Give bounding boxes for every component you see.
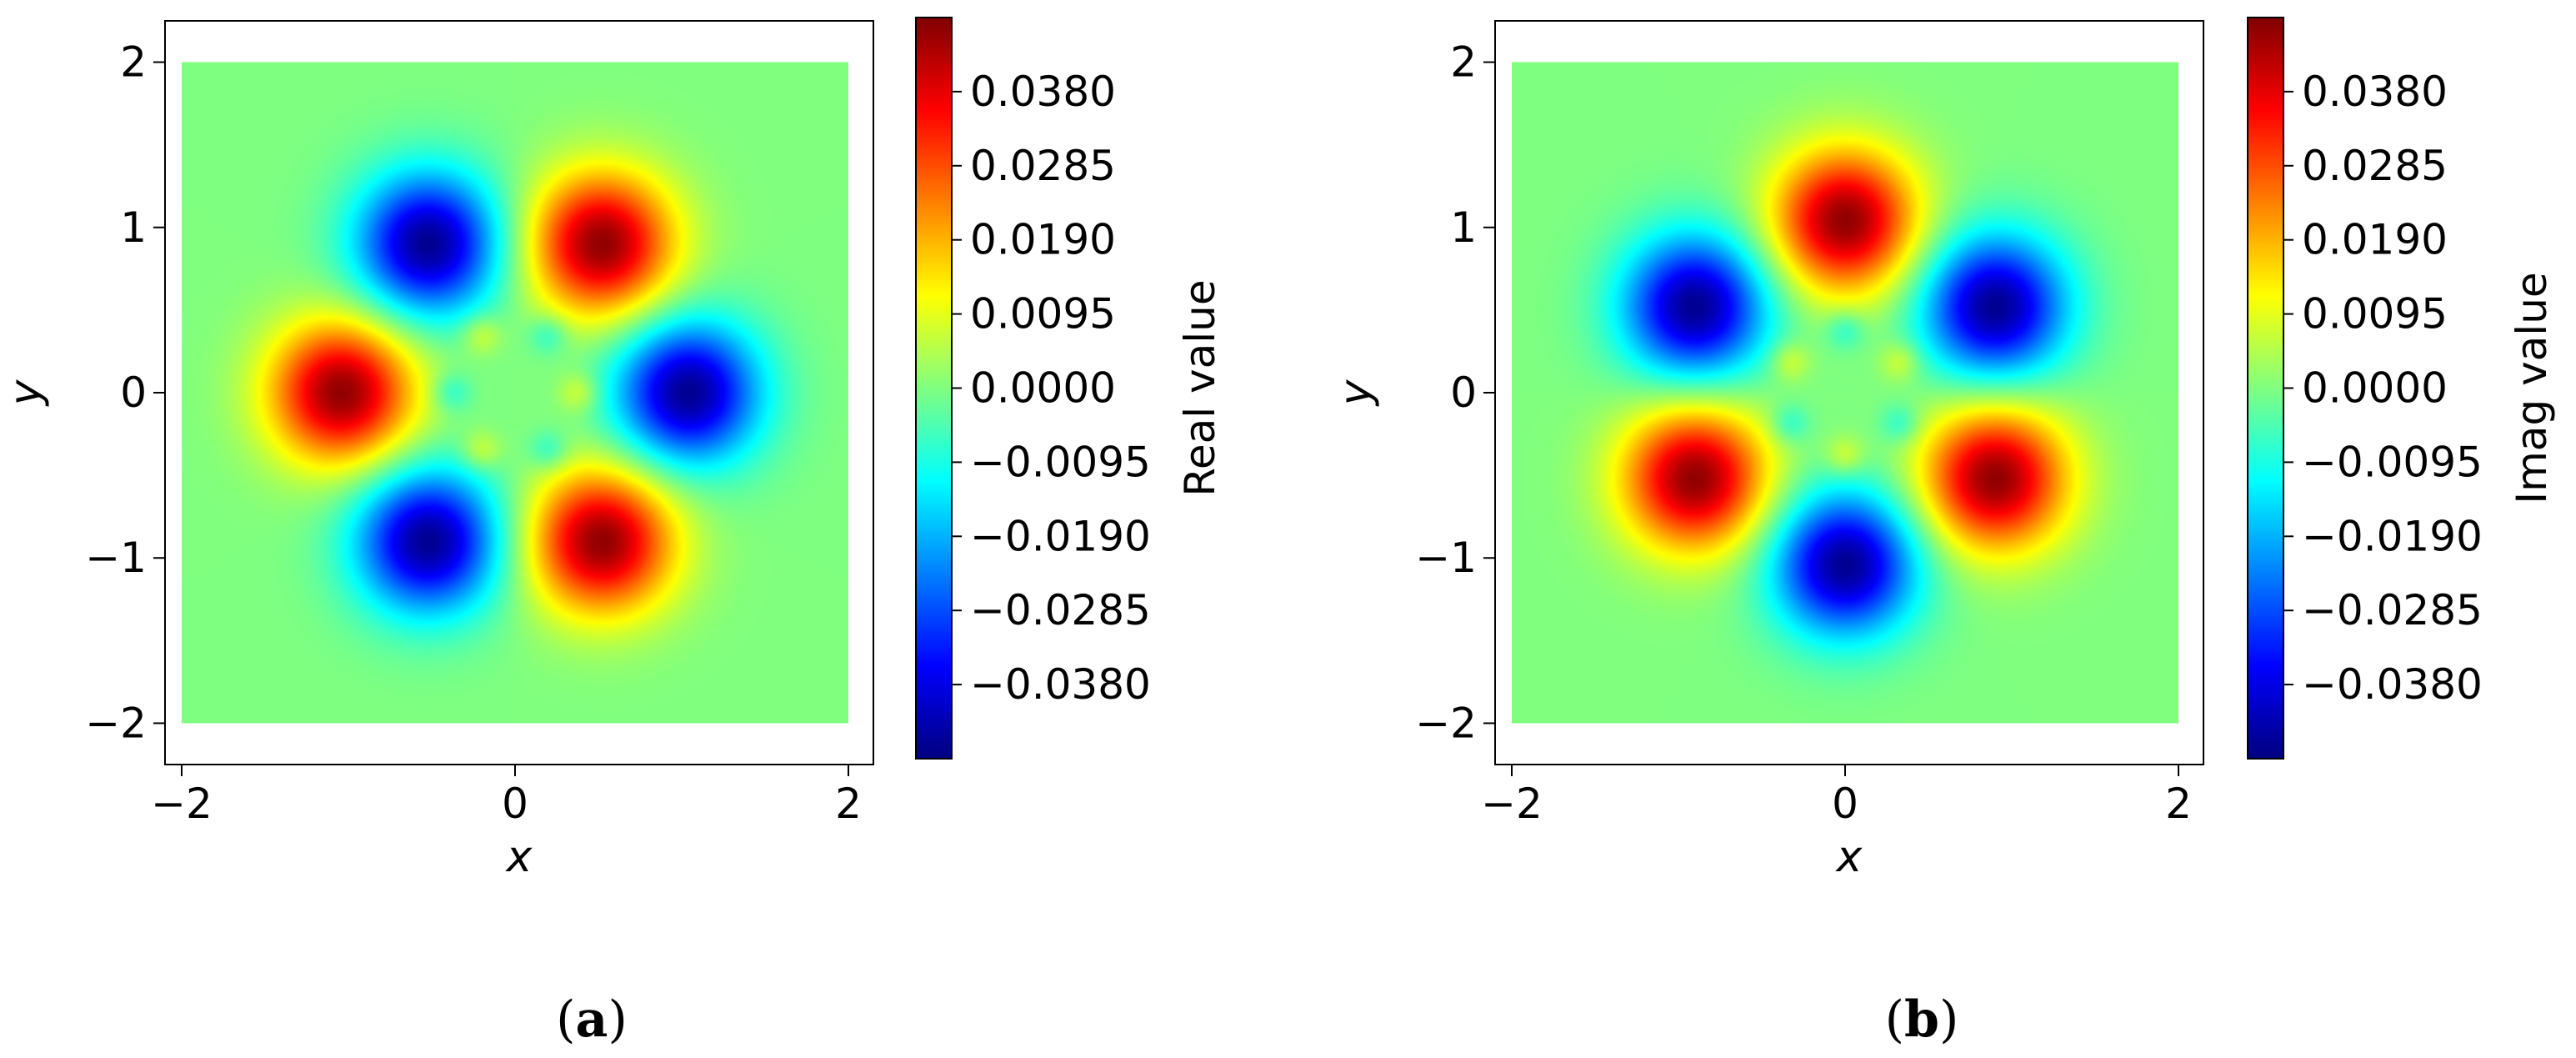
colorbar-tick-label: −0.0095 xyxy=(2302,438,2483,486)
colorbar-tick-label: −0.0380 xyxy=(970,660,1151,709)
colorbar-tick-label: −0.0190 xyxy=(2302,512,2483,560)
y-axis-label: y xyxy=(1,379,51,407)
y-tick-label: 2 xyxy=(120,38,147,87)
x-tick-label: 2 xyxy=(835,780,862,828)
x-tick-label: −2 xyxy=(1481,780,1543,828)
y-tick-label: 0 xyxy=(120,369,147,417)
caption-b-open: ( xyxy=(1884,990,1905,1049)
colorbar-tick-label: 0.0000 xyxy=(970,364,1116,413)
x-axis-label: x xyxy=(505,832,533,882)
colorbar-b xyxy=(2247,17,2284,760)
heatmap-b xyxy=(1512,62,2178,724)
y-tick-label: −1 xyxy=(1415,534,1477,582)
colorbar-a xyxy=(915,17,953,760)
x-axis-label: x xyxy=(1835,832,1863,882)
x-tick-label: 0 xyxy=(502,780,528,828)
panel-b: −2 0 2 2 1 0 −1 −2 x y 0.0380 0.0285 0.0190 0.0095 0.0… xyxy=(1331,17,2556,882)
panel-b-caption: (b) xyxy=(1885,990,1959,1049)
y-tick-label: −2 xyxy=(85,699,147,747)
y-tick-label: 2 xyxy=(1450,38,1477,87)
x-tick-label: −2 xyxy=(151,780,213,828)
heatmap-a xyxy=(182,62,848,724)
y-tick-label: 1 xyxy=(1450,203,1477,252)
panel-a-caption: (a) xyxy=(556,990,628,1049)
colorbar-label: Imag value xyxy=(2508,272,2556,504)
colorbar-tick-label: 0.0380 xyxy=(970,68,1116,116)
x-tick-label: 2 xyxy=(2165,780,2192,828)
caption-b-close: ) xyxy=(1938,990,1959,1049)
colorbar-tick-label: 0.0285 xyxy=(970,142,1116,190)
x-tick-label: 0 xyxy=(1832,780,1858,828)
colorbar-tick-label: −0.0095 xyxy=(970,438,1151,486)
colorbar-tick-label: −0.0380 xyxy=(2302,660,2483,709)
caption-a-letter: a xyxy=(575,990,608,1049)
caption-a-close: ) xyxy=(608,990,628,1049)
colorbar-tick-label: 0.0000 xyxy=(2302,364,2448,413)
colorbar-tick-label: 0.0190 xyxy=(970,216,1116,264)
y-tick-label: 1 xyxy=(120,203,147,252)
y-tick-label: −2 xyxy=(1415,699,1477,747)
colorbar-tick-label: −0.0190 xyxy=(970,512,1151,560)
caption-b-letter: b xyxy=(1904,990,1939,1049)
colorbar-tick-label: 0.0095 xyxy=(2302,290,2448,338)
colorbar-tick-label: 0.0095 xyxy=(970,290,1116,338)
y-axis-label: y xyxy=(1331,379,1381,407)
colorbar-tick-label: 0.0380 xyxy=(2302,68,2448,116)
panel-a: −2 0 2 2 1 0 −1 −2 x y 0.0380 0.0285 0.0190 0.0095 0.0… xyxy=(1,17,1224,882)
colorbar-label: Real value xyxy=(1176,279,1224,496)
colorbar-tick-label: −0.0285 xyxy=(970,586,1151,634)
y-tick-label: 0 xyxy=(1450,369,1477,417)
colorbar-tick-label: −0.0285 xyxy=(2302,586,2483,634)
colorbar-tick-label: 0.0190 xyxy=(2302,216,2448,264)
caption-a-open: ( xyxy=(556,990,576,1049)
y-tick-label: −1 xyxy=(85,534,147,582)
colorbar-tick-label: 0.0285 xyxy=(2302,142,2448,190)
